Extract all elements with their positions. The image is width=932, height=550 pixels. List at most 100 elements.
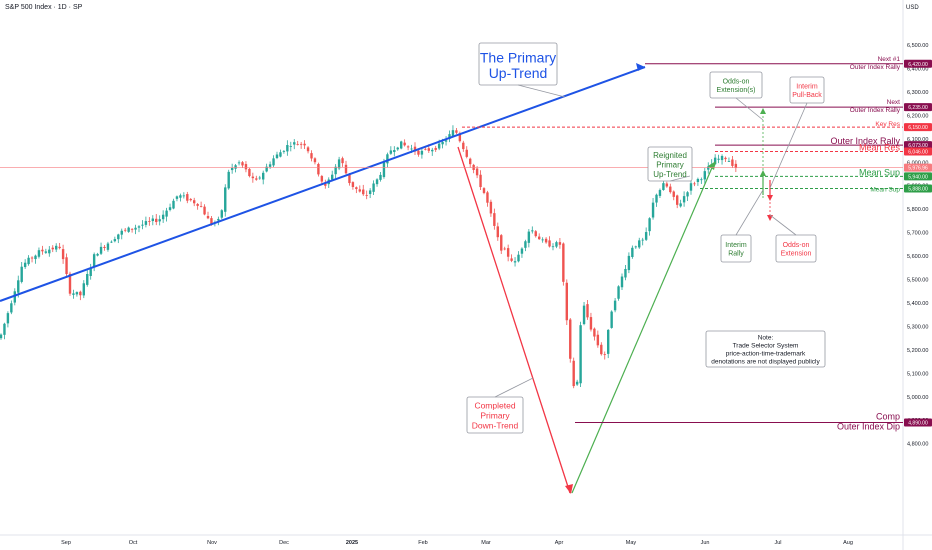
reignited-uptrend-callout-text: Reignited bbox=[653, 151, 687, 160]
candle-body bbox=[51, 247, 54, 250]
candle-body bbox=[524, 241, 527, 248]
candle-body bbox=[27, 257, 30, 265]
primary-uptrend-callout-pointer bbox=[517, 84, 566, 98]
candle-body bbox=[13, 291, 16, 303]
candle-body bbox=[382, 162, 386, 178]
completed-downtrend-callout-text: Down-Trend bbox=[472, 421, 519, 431]
y-tick-label: 6,100.00 bbox=[907, 137, 928, 143]
candle-body bbox=[117, 234, 120, 240]
level-label: Mean Sup bbox=[870, 187, 900, 194]
y-tick-label: 6,400.00 bbox=[907, 66, 928, 72]
candle-body bbox=[158, 219, 161, 222]
candle-body bbox=[672, 191, 675, 197]
interim-pullback-callout-text: Pull-Back bbox=[792, 92, 822, 99]
candle-body bbox=[386, 154, 389, 164]
candle-body bbox=[503, 248, 506, 250]
x-tick-label: Nov bbox=[207, 540, 217, 546]
note-callout-box bbox=[705, 330, 826, 368]
chart-title: S&P 500 Index · 1D · SP bbox=[5, 4, 83, 11]
interim-pullback-callout-text: Interim bbox=[796, 84, 818, 91]
candle-body bbox=[572, 360, 575, 387]
candle-body bbox=[368, 190, 372, 195]
candle-body bbox=[230, 167, 234, 171]
candle-body bbox=[600, 344, 603, 355]
candle-body bbox=[365, 195, 368, 196]
candle-body bbox=[496, 226, 499, 238]
candle-body bbox=[296, 144, 299, 146]
primary-downtrend-line bbox=[457, 146, 571, 494]
candle-body bbox=[234, 165, 237, 169]
candle-body bbox=[682, 196, 686, 203]
candle-body bbox=[641, 239, 644, 241]
candle-body bbox=[700, 179, 703, 181]
candle-body bbox=[362, 189, 365, 195]
candle-body bbox=[355, 187, 358, 190]
candle-body bbox=[23, 262, 27, 268]
completed-downtrend-callout-text: Completed bbox=[474, 401, 515, 411]
candle-body bbox=[448, 134, 451, 139]
candle-body bbox=[534, 231, 537, 237]
candle-body bbox=[255, 178, 258, 180]
candle-body bbox=[289, 146, 292, 147]
candle-body bbox=[134, 227, 137, 230]
currency-label: USD bbox=[906, 5, 919, 11]
x-tick-label: 2025 bbox=[346, 540, 358, 546]
candle-body bbox=[520, 248, 524, 254]
candle-body bbox=[106, 243, 110, 250]
candle-body bbox=[582, 305, 586, 325]
candle-body bbox=[717, 158, 720, 160]
candle-body bbox=[548, 240, 551, 247]
candle-body bbox=[193, 200, 196, 204]
candle-body bbox=[403, 142, 406, 146]
x-tick-label: Mar bbox=[481, 540, 491, 546]
candle-body bbox=[220, 210, 223, 218]
candle-body bbox=[61, 249, 65, 260]
interim-rally-callout-text: Rally bbox=[728, 251, 744, 258]
level-label-line2: Outer Index Dip bbox=[837, 422, 900, 432]
candle-body bbox=[686, 192, 689, 197]
reignited-uptrend-callout-pointer bbox=[669, 175, 691, 182]
candle-body bbox=[317, 163, 320, 175]
candle-body bbox=[593, 328, 596, 337]
candle-body bbox=[703, 171, 706, 180]
price-tag-label: 6,073.00 bbox=[908, 143, 928, 149]
candle-body bbox=[506, 248, 510, 257]
price-tag-bg bbox=[904, 172, 932, 181]
candle-body bbox=[544, 238, 548, 243]
candle-body bbox=[348, 173, 351, 184]
candle-body bbox=[17, 280, 20, 293]
candle-body bbox=[196, 203, 199, 206]
candle-body bbox=[37, 250, 41, 257]
reignited-uptrend-line bbox=[571, 162, 715, 494]
odds-on-extensions-callout-text: Odds-on bbox=[723, 79, 750, 86]
candle-body bbox=[451, 130, 455, 137]
candle-body bbox=[462, 142, 465, 150]
candle-body bbox=[527, 231, 531, 243]
interim-rally-callout-pointer bbox=[735, 189, 764, 236]
candle-body bbox=[558, 242, 562, 245]
candle-body bbox=[455, 130, 458, 133]
level-label-line2: Outer Index Rally bbox=[850, 64, 901, 71]
x-tick-label: Aug bbox=[843, 540, 853, 546]
reignited-uptrend-callout-text: Up-Trend bbox=[653, 170, 687, 179]
y-tick-label: 4,800.00 bbox=[907, 442, 928, 448]
price-tag-bg bbox=[904, 147, 932, 156]
candle-body bbox=[10, 303, 13, 313]
candle-body bbox=[206, 215, 210, 219]
candle-body bbox=[631, 247, 634, 258]
candle-body bbox=[99, 246, 103, 254]
candle-body bbox=[313, 158, 317, 163]
candle-body bbox=[500, 235, 503, 251]
candle-body bbox=[658, 190, 662, 196]
level-label-line2: Outer Index Rally bbox=[850, 107, 901, 114]
candle-body bbox=[665, 183, 669, 187]
level-label: Next bbox=[887, 99, 901, 106]
x-tick-label: Sep bbox=[61, 540, 71, 546]
price-tag-label: 6,235.00 bbox=[908, 105, 928, 111]
interim-pullback-callout-pointer bbox=[769, 102, 808, 189]
candle-body bbox=[693, 183, 696, 185]
candle-body bbox=[613, 300, 617, 311]
candle-body bbox=[72, 293, 75, 295]
candle-body bbox=[389, 150, 393, 154]
